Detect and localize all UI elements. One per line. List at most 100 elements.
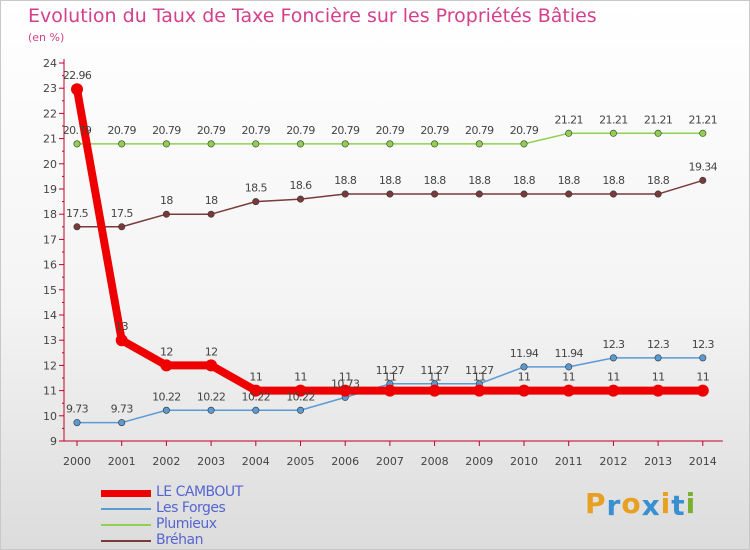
data-label: 11: [518, 371, 531, 384]
data-point: [294, 384, 307, 397]
logo-letter: r: [606, 489, 622, 522]
data-point: [431, 190, 439, 198]
data-point: [296, 195, 304, 203]
data-point: [115, 334, 128, 347]
chart-subtitle: (en %): [28, 31, 65, 44]
data-point: [296, 140, 304, 148]
data-point: [386, 140, 394, 148]
data-point: [609, 129, 617, 137]
data-label: 12: [160, 345, 173, 358]
chart-title: Evolution du Taux de Taxe Foncière sur l…: [28, 5, 597, 27]
x-tick-label: 2004: [242, 455, 270, 468]
x-tick-label: 2001: [108, 455, 136, 468]
data-point: [699, 354, 707, 362]
y-tick-label: 22: [43, 107, 57, 120]
data-point: [207, 210, 215, 218]
legend-swatch: [101, 524, 151, 526]
data-point: [252, 140, 260, 148]
data-label: 18.8: [602, 174, 625, 187]
legend-swatch: [101, 540, 151, 542]
data-point: [341, 140, 349, 148]
data-point: [386, 190, 394, 198]
legend-label: LE CAMBOUT: [156, 484, 243, 500]
data-point: [562, 384, 575, 397]
data-label: 11: [428, 371, 441, 384]
data-label: 12.3: [602, 338, 625, 351]
x-tick-label: 2005: [287, 455, 315, 468]
logo-letter: i: [660, 487, 672, 520]
y-tick-label: 23: [43, 82, 57, 95]
data-point: [475, 190, 483, 198]
data-point: [339, 384, 352, 397]
x-tick-label: 2007: [376, 455, 404, 468]
data-point: [699, 176, 707, 184]
data-label: 22.96: [63, 69, 92, 82]
data-label: 11: [294, 371, 307, 384]
data-label: 18: [205, 194, 218, 207]
data-label: 20.79: [331, 124, 360, 137]
y-tick-label: 21: [43, 133, 57, 146]
data-label: 20.79: [242, 124, 271, 137]
data-label: 12: [205, 345, 218, 358]
data-label: 17.5: [111, 207, 134, 220]
data-label: 21.21: [644, 113, 673, 126]
data-label: 20.79: [286, 124, 315, 137]
data-label: 10.22: [286, 390, 315, 403]
data-point: [207, 406, 215, 414]
data-point: [162, 406, 170, 414]
logo-letter: x: [641, 489, 661, 522]
legend-label: Plumieux: [156, 516, 217, 532]
data-label: 9.73: [111, 403, 134, 416]
data-point: [162, 210, 170, 218]
data-label: 12.3: [692, 338, 715, 351]
data-label: 11: [249, 371, 262, 384]
data-point: [607, 384, 620, 397]
x-tick-label: 2008: [421, 455, 449, 468]
x-tick-label: 2003: [197, 455, 225, 468]
data-label: 20.79: [152, 124, 181, 137]
data-point: [652, 384, 665, 397]
y-tick-label: 14: [43, 309, 57, 322]
data-point: [654, 354, 662, 362]
data-label: 11.27: [465, 364, 494, 377]
data-point: [475, 140, 483, 148]
data-point: [518, 384, 530, 397]
data-label: 21.21: [689, 113, 718, 126]
data-point: [431, 140, 439, 148]
data-point: [609, 190, 617, 198]
data-point: [341, 190, 349, 198]
data-label: 11: [339, 371, 352, 384]
data-point: [73, 140, 81, 148]
data-label: 18.8: [379, 174, 402, 187]
data-label: 20.79: [420, 124, 449, 137]
data-point: [696, 384, 709, 397]
data-point: [205, 359, 218, 372]
data-label: 13: [115, 320, 128, 333]
data-point: [609, 354, 617, 362]
x-tick-label: 2009: [465, 455, 493, 468]
data-label: 20.79: [510, 124, 539, 137]
data-label: 18.6: [289, 179, 312, 192]
logo-letter: i: [685, 487, 697, 520]
data-label: 11.27: [376, 364, 405, 377]
logo-letter: P: [585, 487, 607, 520]
y-tick-label: 20: [43, 158, 57, 171]
data-label: 11: [607, 371, 620, 384]
data-label: 11: [696, 371, 709, 384]
x-tick-label: 2000: [63, 455, 91, 468]
data-point: [249, 384, 262, 397]
data-point: [565, 190, 573, 198]
x-tick-label: 2013: [644, 455, 672, 468]
legend-label: Les Forges: [156, 500, 226, 516]
data-label: 20.79: [376, 124, 405, 137]
data-point: [565, 129, 573, 137]
x-tick-label: 2006: [331, 455, 359, 468]
data-label: 11.27: [420, 364, 449, 377]
data-point: [118, 419, 126, 427]
data-point: [699, 129, 707, 137]
data-point: [73, 419, 81, 427]
x-tick-label: 2002: [152, 455, 180, 468]
data-label: 20.79: [197, 124, 226, 137]
y-tick-label: 17: [43, 233, 57, 246]
